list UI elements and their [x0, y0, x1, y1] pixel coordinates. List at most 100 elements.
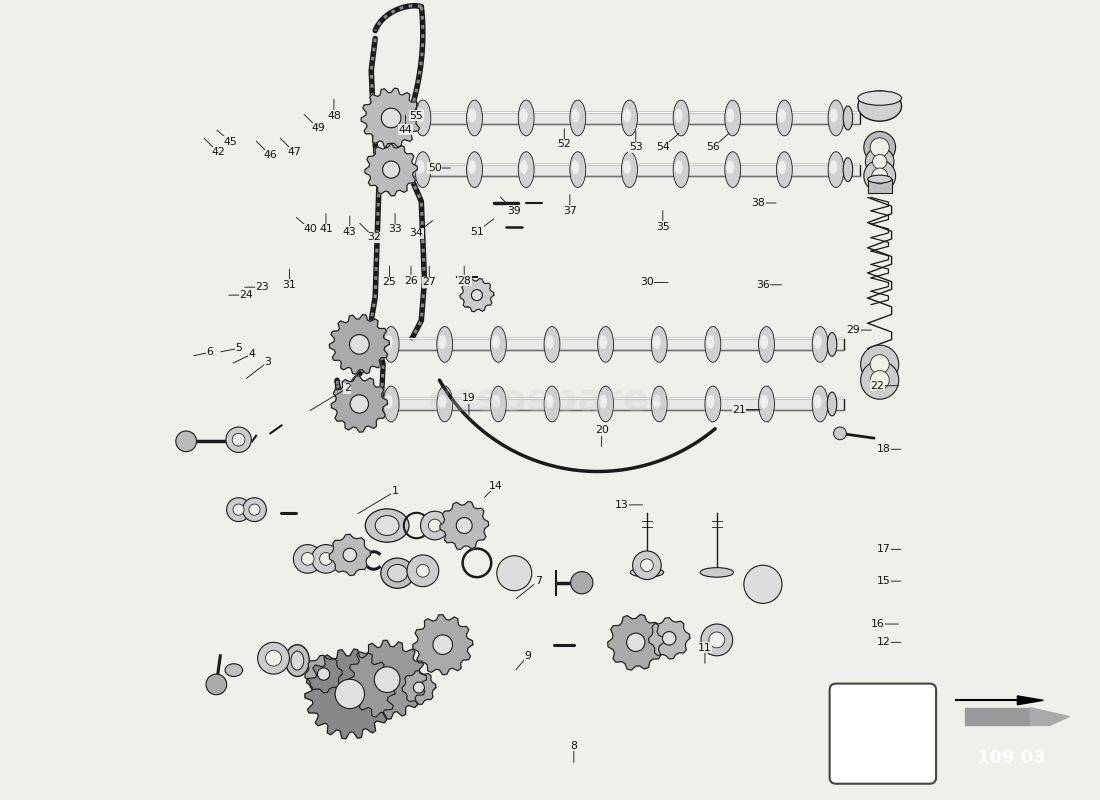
- Ellipse shape: [415, 100, 431, 136]
- Ellipse shape: [439, 335, 447, 349]
- Ellipse shape: [387, 565, 407, 582]
- Circle shape: [864, 131, 895, 163]
- Circle shape: [343, 548, 356, 562]
- Text: 19: 19: [462, 394, 476, 403]
- Ellipse shape: [630, 568, 663, 577]
- Ellipse shape: [868, 175, 892, 183]
- Ellipse shape: [469, 160, 476, 174]
- Ellipse shape: [844, 158, 852, 182]
- Circle shape: [872, 154, 887, 169]
- Ellipse shape: [760, 394, 768, 409]
- Ellipse shape: [705, 386, 720, 422]
- Ellipse shape: [778, 160, 785, 174]
- Polygon shape: [331, 376, 387, 432]
- Text: 6: 6: [207, 347, 213, 358]
- Circle shape: [864, 160, 895, 192]
- Circle shape: [870, 138, 889, 157]
- Ellipse shape: [417, 160, 425, 174]
- Circle shape: [872, 168, 888, 184]
- Text: 3: 3: [264, 357, 272, 367]
- Ellipse shape: [385, 335, 393, 349]
- Circle shape: [870, 354, 889, 374]
- Ellipse shape: [621, 100, 637, 136]
- Ellipse shape: [651, 326, 668, 362]
- Polygon shape: [440, 502, 488, 550]
- Ellipse shape: [623, 160, 631, 174]
- Ellipse shape: [597, 326, 614, 362]
- Circle shape: [350, 394, 368, 413]
- Ellipse shape: [381, 558, 415, 588]
- Text: 29: 29: [847, 325, 860, 335]
- Circle shape: [744, 566, 782, 603]
- Ellipse shape: [778, 109, 785, 122]
- Text: 50: 50: [428, 163, 442, 173]
- Text: 43: 43: [343, 226, 356, 237]
- Ellipse shape: [827, 392, 837, 416]
- Ellipse shape: [292, 651, 304, 670]
- Text: 1: 1: [392, 486, 398, 496]
- Ellipse shape: [286, 645, 309, 677]
- Ellipse shape: [385, 394, 393, 409]
- Text: 47: 47: [287, 147, 301, 157]
- Text: 48: 48: [327, 110, 341, 121]
- Circle shape: [469, 555, 485, 571]
- Circle shape: [860, 361, 899, 399]
- Text: 34: 34: [409, 228, 424, 238]
- Ellipse shape: [383, 326, 399, 362]
- Circle shape: [243, 498, 266, 522]
- Polygon shape: [348, 640, 427, 719]
- Text: 27: 27: [422, 278, 436, 287]
- Ellipse shape: [544, 386, 560, 422]
- Text: 15: 15: [877, 576, 891, 586]
- Circle shape: [632, 551, 661, 579]
- Ellipse shape: [570, 100, 585, 136]
- Ellipse shape: [492, 335, 499, 349]
- Ellipse shape: [674, 160, 683, 174]
- Ellipse shape: [352, 319, 366, 370]
- Text: 2: 2: [344, 383, 351, 393]
- Ellipse shape: [363, 333, 372, 356]
- Circle shape: [701, 624, 733, 656]
- Polygon shape: [966, 708, 1031, 726]
- Ellipse shape: [828, 152, 844, 187]
- Circle shape: [860, 345, 899, 383]
- Text: 33: 33: [388, 224, 401, 234]
- Ellipse shape: [491, 326, 506, 362]
- Bar: [868, 179, 892, 194]
- Ellipse shape: [829, 160, 837, 174]
- Ellipse shape: [520, 109, 528, 122]
- Text: 17: 17: [877, 544, 891, 554]
- Polygon shape: [329, 314, 389, 374]
- Ellipse shape: [546, 335, 553, 349]
- Ellipse shape: [623, 109, 631, 122]
- Circle shape: [708, 632, 725, 648]
- Ellipse shape: [725, 152, 740, 187]
- Text: 53: 53: [629, 142, 642, 152]
- Circle shape: [414, 682, 425, 693]
- Ellipse shape: [726, 160, 735, 174]
- Text: 21: 21: [733, 405, 746, 414]
- Ellipse shape: [653, 335, 661, 349]
- Polygon shape: [1031, 708, 1069, 726]
- Polygon shape: [412, 614, 473, 674]
- Circle shape: [866, 147, 894, 176]
- Text: 12: 12: [877, 638, 891, 647]
- Circle shape: [420, 511, 449, 540]
- Ellipse shape: [226, 664, 243, 677]
- Text: 23: 23: [255, 282, 270, 292]
- Ellipse shape: [706, 335, 715, 349]
- Circle shape: [311, 545, 340, 573]
- Text: 13: 13: [615, 500, 628, 510]
- Text: 49: 49: [311, 123, 324, 134]
- Ellipse shape: [492, 394, 499, 409]
- Polygon shape: [365, 143, 417, 196]
- Ellipse shape: [600, 335, 607, 349]
- Polygon shape: [305, 655, 342, 693]
- Ellipse shape: [546, 394, 553, 409]
- Text: 32: 32: [366, 232, 381, 242]
- Circle shape: [265, 650, 282, 666]
- Ellipse shape: [706, 394, 715, 409]
- Ellipse shape: [415, 152, 431, 187]
- Ellipse shape: [759, 386, 774, 422]
- Ellipse shape: [705, 326, 720, 362]
